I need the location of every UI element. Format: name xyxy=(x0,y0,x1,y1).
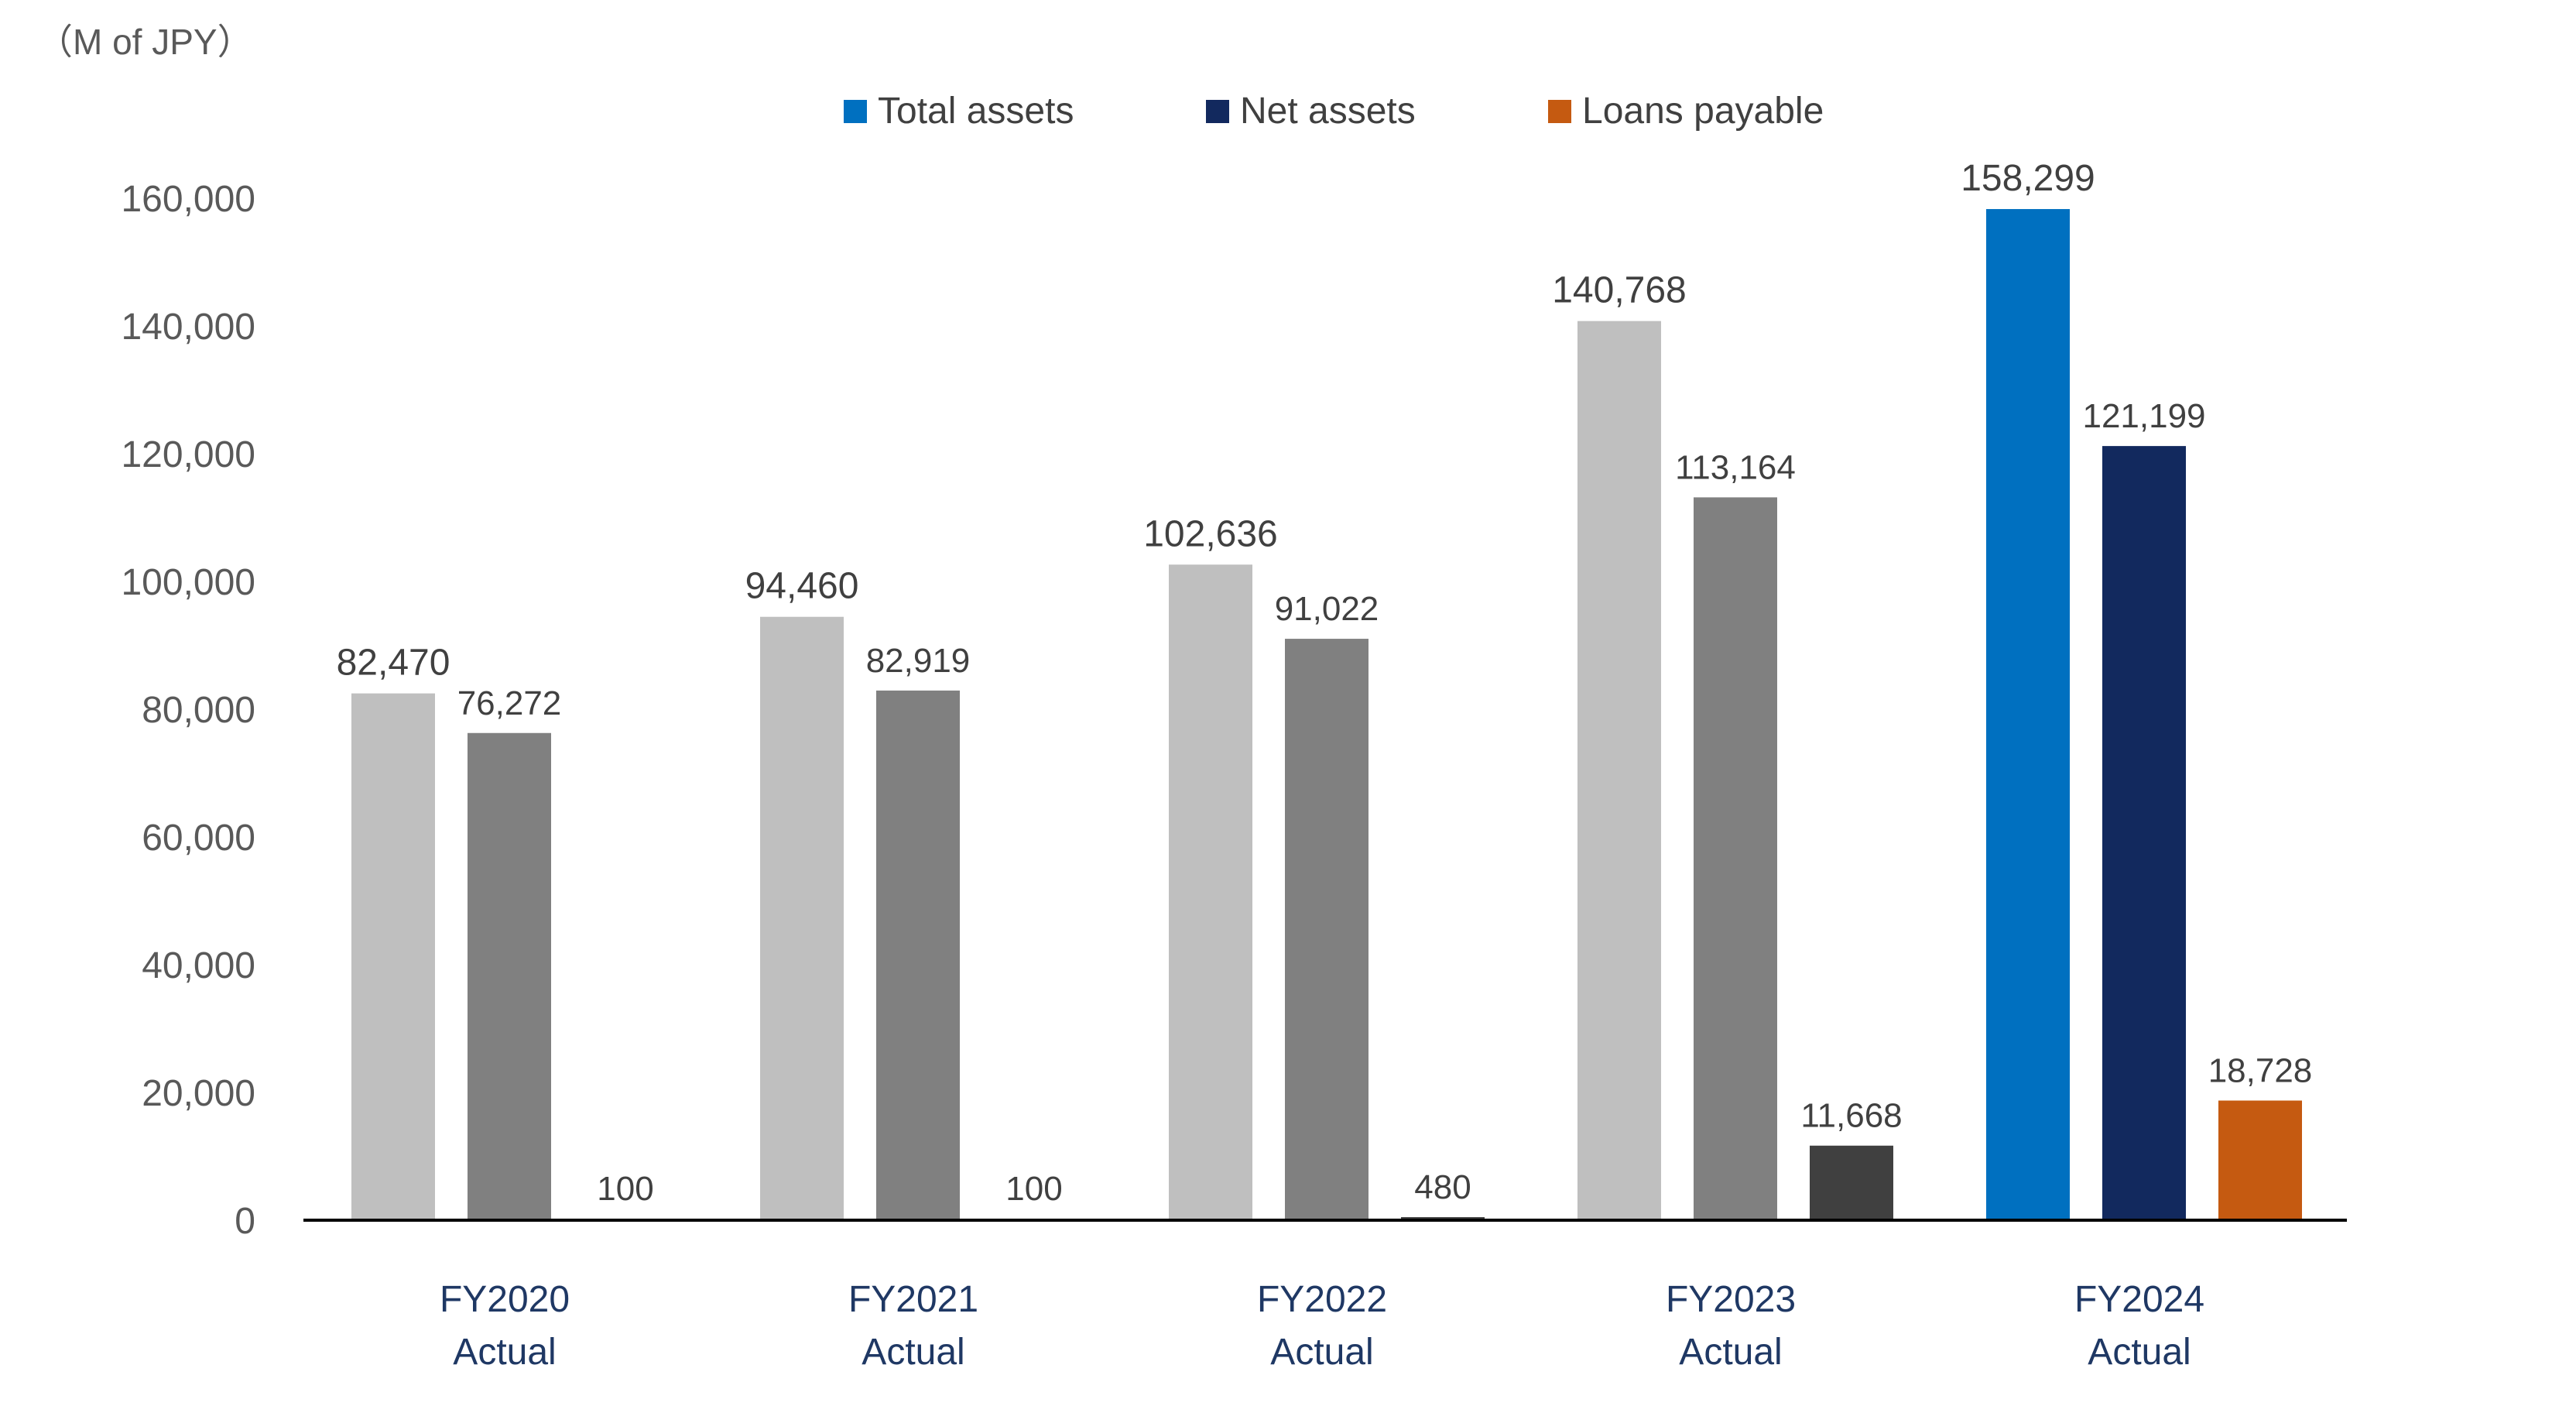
x-tick-label-line2: Actual xyxy=(1679,1332,1782,1373)
bar-total-assets xyxy=(1986,209,2070,1221)
x-tick-label: FY2023 xyxy=(1666,1279,1796,1320)
legend-item-net-assets: Net assets xyxy=(1206,90,1416,132)
data-label: 18,728 xyxy=(2208,1051,2313,1089)
y-tick-label: 100,000 xyxy=(121,562,255,603)
data-label: 11,668 xyxy=(1800,1097,1902,1135)
y-tick-label: 20,000 xyxy=(142,1073,255,1114)
data-label: 113,164 xyxy=(1675,448,1796,486)
bar-net-assets xyxy=(468,732,551,1220)
data-label: 121,199 xyxy=(2082,397,2205,435)
bar-total-assets xyxy=(1169,564,1252,1220)
data-label: 480 xyxy=(1414,1168,1471,1206)
bar-net-assets xyxy=(876,690,960,1220)
data-label: 82,919 xyxy=(866,642,971,680)
x-tick-label: FY2024 xyxy=(2074,1279,2204,1320)
data-label: 158,299 xyxy=(1961,158,2095,199)
data-label: 140,768 xyxy=(1552,270,1687,311)
x-tick-label-line2: Actual xyxy=(862,1332,964,1373)
x-tick-label: FY2022 xyxy=(1257,1279,1387,1320)
bar-net-assets xyxy=(1694,497,1777,1220)
legend-label-total-assets: Total assets xyxy=(878,91,1074,132)
y-tick-label: 60,000 xyxy=(142,818,255,859)
unit-label: （M of JPY） xyxy=(37,22,253,62)
x-tick-label-line2: Actual xyxy=(453,1332,556,1373)
bar-total-assets xyxy=(1577,321,1661,1220)
legend-item-total-assets: Total assets xyxy=(844,90,1074,132)
legend-label-net-assets: Net assets xyxy=(1240,91,1416,132)
y-tick-label: 80,000 xyxy=(142,690,255,731)
legend-label-loans-payable: Loans payable xyxy=(1582,91,1824,132)
data-label: 91,022 xyxy=(1275,590,1379,628)
bar-total-assets xyxy=(351,693,435,1220)
y-tick-label: 40,000 xyxy=(142,945,255,986)
legend-swatch-loans-payable xyxy=(1548,99,1571,123)
legend-swatch-net-assets xyxy=(1206,99,1229,123)
bar-net-assets xyxy=(2102,446,2186,1220)
bar-loans-payable xyxy=(1810,1145,1893,1220)
x-tick-label: FY2021 xyxy=(848,1279,978,1320)
data-label: 102,636 xyxy=(1143,513,1278,554)
legend-swatch-total-assets xyxy=(844,99,867,123)
data-label: 100 xyxy=(597,1170,653,1208)
chart-legend: Total assets Net assets Loans payable xyxy=(0,90,2576,136)
data-label: 94,460 xyxy=(745,566,859,607)
bar-net-assets xyxy=(1285,639,1368,1220)
y-tick-label: 120,000 xyxy=(121,434,255,475)
legend-item-loans-payable: Loans payable xyxy=(1548,90,1824,132)
bar-loans-payable xyxy=(2218,1100,2302,1220)
data-label: 82,470 xyxy=(337,643,450,684)
y-tick-label: 0 xyxy=(235,1201,255,1242)
x-tick-label-line2: Actual xyxy=(2088,1332,2191,1373)
x-tick-label: FY2020 xyxy=(440,1279,570,1320)
data-label: 76,272 xyxy=(457,684,562,722)
data-label: 100 xyxy=(1005,1170,1062,1208)
x-tick-label-line2: Actual xyxy=(1270,1332,1373,1373)
y-tick-label: 140,000 xyxy=(121,307,255,348)
y-tick-label: 160,000 xyxy=(121,179,255,220)
bar-total-assets xyxy=(760,616,844,1220)
